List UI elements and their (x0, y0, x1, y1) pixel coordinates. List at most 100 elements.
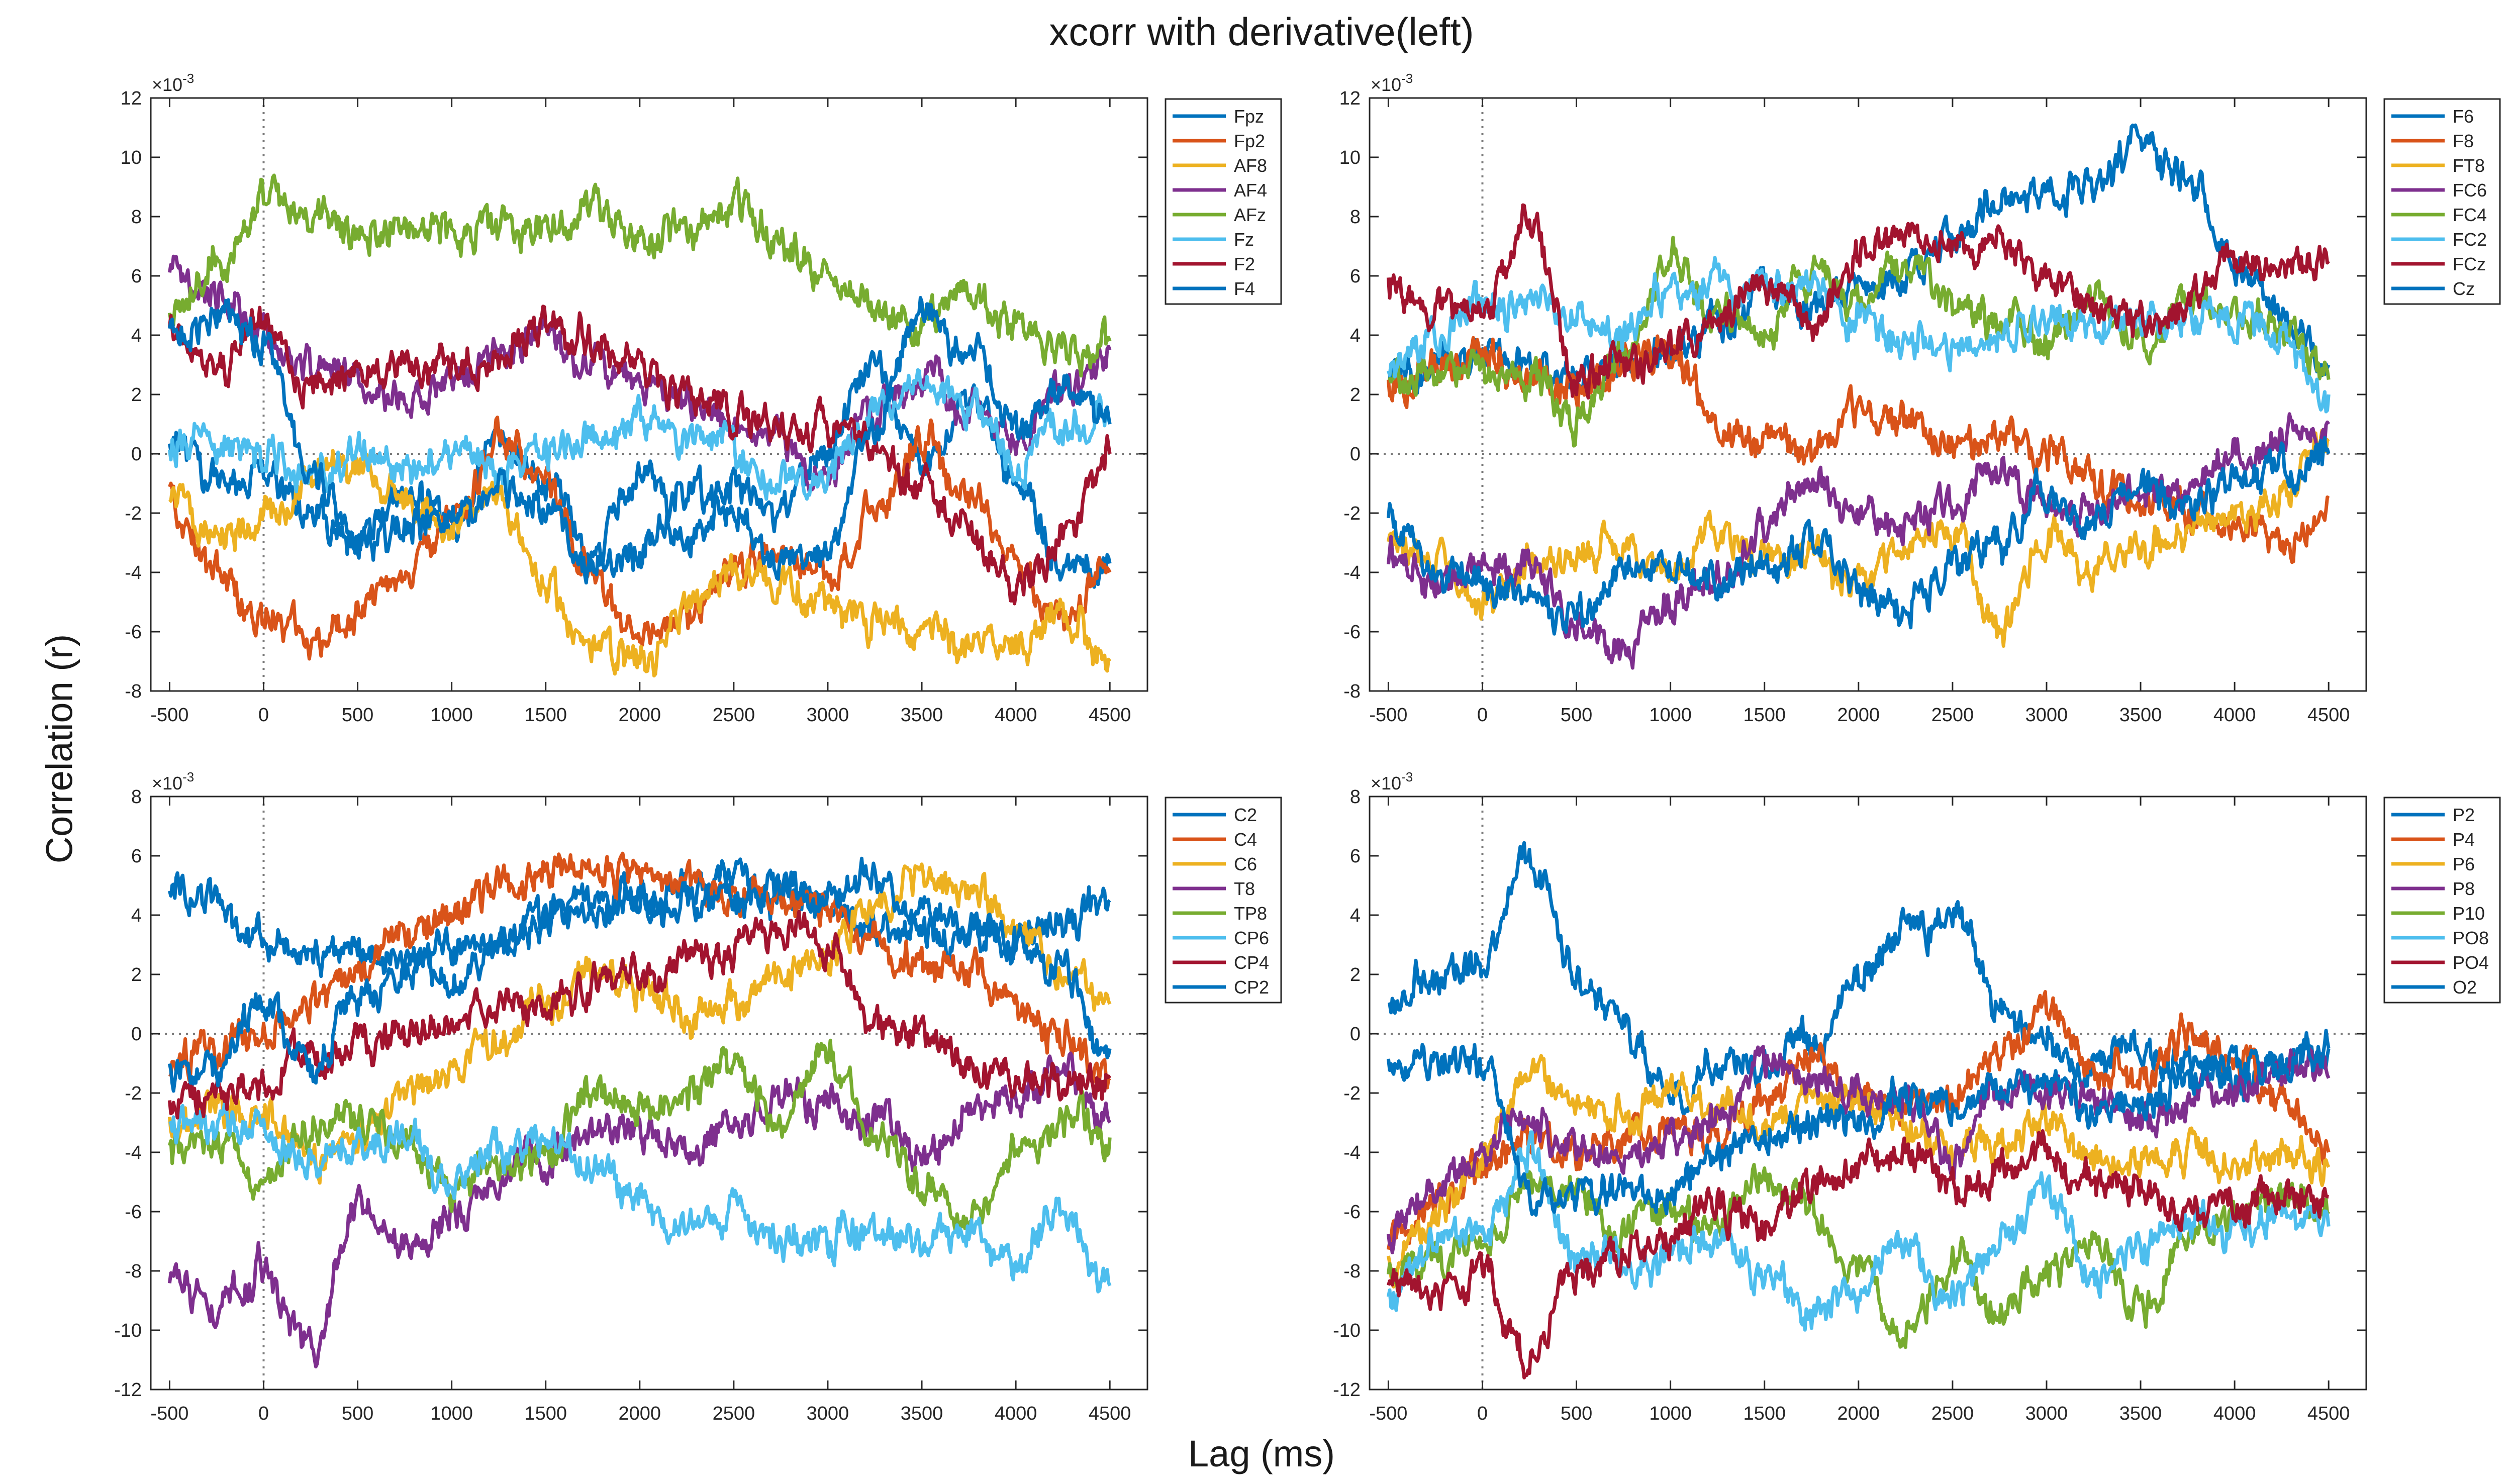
series-line-T8 (167, 1051, 1112, 1368)
series-line-FT8 (1386, 428, 2330, 648)
series-line-Fp2 (168, 415, 1112, 661)
legend-label: O2 (2453, 977, 2477, 998)
y-tick-label: -6 (125, 1202, 142, 1223)
legend-label: CP6 (1234, 928, 1269, 948)
x-tick-label: 0 (258, 1403, 269, 1424)
legend-label: Fz (1234, 229, 1254, 250)
x-tick-label: 2500 (1931, 705, 1974, 726)
x-tick-label: 4500 (2307, 705, 2350, 726)
x-tick-label: 0 (258, 705, 269, 726)
y-tick-label: -10 (114, 1320, 142, 1341)
x-tick-label: 500 (1561, 1403, 1592, 1424)
x-tick-label: 1500 (1743, 1403, 1786, 1424)
series-line-PO4 (1387, 1129, 2330, 1379)
axis-exponent-label: ×10-3 (152, 769, 194, 794)
x-tick-label: 2500 (713, 1403, 755, 1424)
series-line-F4 (167, 295, 1112, 585)
axis-exponent-label: ×10-3 (1371, 769, 1413, 794)
legend-label: F4 (1234, 278, 1255, 299)
y-tick-label: -12 (1333, 1379, 1361, 1401)
series-line-CP4 (167, 910, 1112, 1120)
y-tick-label: -6 (1343, 622, 1361, 643)
y-tick-label: 2 (131, 964, 142, 985)
y-tick-label: 4 (131, 325, 142, 346)
legend-label: FC4 (2453, 205, 2487, 225)
x-tick-label: 4500 (2307, 1403, 2350, 1424)
series-line-F2 (167, 305, 1112, 606)
x-tick-label: 3000 (2025, 705, 2068, 726)
series-line-P8 (1386, 1044, 2331, 1254)
y-tick-label: 6 (131, 846, 142, 867)
x-tick-label: 2000 (1838, 1403, 1880, 1424)
series-line-AFz (167, 173, 1112, 378)
axis-exponent-power: -3 (182, 71, 194, 86)
legend-label: C2 (1234, 805, 1257, 825)
series-line-FCz (1386, 203, 2330, 400)
series-line-TP8 (168, 1038, 1112, 1240)
x-tick-label: 4000 (995, 1403, 1037, 1424)
axis-exponent-power: -3 (1401, 769, 1413, 784)
y-tick-label: 4 (1350, 325, 1361, 346)
x-tick-label: 0 (1477, 1403, 1488, 1424)
series-line-Cz (1386, 436, 2331, 636)
axes-box (150, 97, 1148, 692)
x-tick-label: 0 (1477, 705, 1488, 726)
y-tick-label: 10 (1339, 147, 1361, 168)
y-tick-label: 0 (1350, 444, 1361, 465)
series-line-CP6 (168, 1102, 1112, 1294)
y-tick-label: 12 (1339, 88, 1361, 109)
series-line-F6 (1387, 123, 2331, 395)
x-tick-label: 4500 (1089, 705, 1131, 726)
x-tick-label: 4000 (995, 705, 1037, 726)
x-tick-label: 2000 (619, 1403, 661, 1424)
x-tick-label: 1500 (524, 1403, 567, 1424)
y-tick-label: -4 (125, 562, 142, 583)
x-tick-label: 2500 (713, 705, 755, 726)
legend-label: C4 (1234, 829, 1257, 850)
x-tick-label: -500 (150, 705, 188, 726)
x-tick-label: 3500 (901, 1403, 943, 1424)
axis-exponent-label: ×10-3 (152, 71, 194, 95)
x-tick-label: 2000 (619, 705, 661, 726)
y-tick-label: 0 (131, 444, 142, 465)
axis-exponent-label: ×10-3 (1371, 71, 1413, 95)
y-tick-label: 8 (1350, 207, 1361, 228)
y-tick-label: 6 (1350, 266, 1361, 287)
y-tick-label: 10 (121, 147, 142, 168)
y-tick-label: 6 (1350, 846, 1361, 867)
series-line-FC2 (1387, 256, 2331, 414)
panel-top-left: -500 0 500 1000 1500 2000 2500 3000 3500 4000 4500… (121, 71, 1282, 726)
legend-label: F2 (1234, 254, 1255, 274)
legend-label: P10 (2453, 903, 2485, 924)
series-line-C4 (168, 851, 1111, 1090)
x-tick-label: 4000 (2213, 705, 2256, 726)
x-tick-label: 4500 (1089, 1403, 1131, 1424)
legend-label: Cz (2453, 278, 2475, 299)
y-tick-label: -8 (125, 1261, 142, 1282)
x-tick-label: 1000 (430, 1403, 473, 1424)
x-tick-label: 3500 (2119, 705, 2162, 726)
y-tick-label: -12 (114, 1379, 142, 1401)
y-tick-label: -4 (125, 1142, 142, 1163)
panel-top-right: -500 0 500 1000 1500 2000 2500 3000 3500 4000 4500… (1339, 71, 2501, 726)
legend-label: P2 (2453, 805, 2475, 825)
y-tick-label: -2 (1343, 503, 1361, 524)
figure-title: xcorr with derivative(left) (1049, 10, 1474, 54)
legend-label: PO4 (2453, 952, 2489, 973)
y-tick-label: -2 (1343, 1083, 1361, 1104)
x-tick-label: 2000 (1838, 705, 1880, 726)
legend-label: FC6 (2453, 180, 2487, 201)
y-tick-label: -10 (1333, 1320, 1361, 1341)
x-tick-label: 3500 (901, 705, 943, 726)
legend-label: F8 (2453, 131, 2474, 151)
legend-label: T8 (1234, 878, 1255, 899)
x-tick-label: -500 (1369, 705, 1407, 726)
series-line-O2 (1386, 1029, 2331, 1217)
y-tick-label: 0 (131, 1024, 142, 1045)
legend-label: CP2 (1234, 977, 1269, 998)
series-line-Fpz (167, 350, 1112, 589)
legend-label: FCz (2453, 254, 2486, 274)
figure-x-label: Lag (ms) (1188, 1433, 1335, 1474)
series-line-FC6 (1386, 412, 2331, 670)
